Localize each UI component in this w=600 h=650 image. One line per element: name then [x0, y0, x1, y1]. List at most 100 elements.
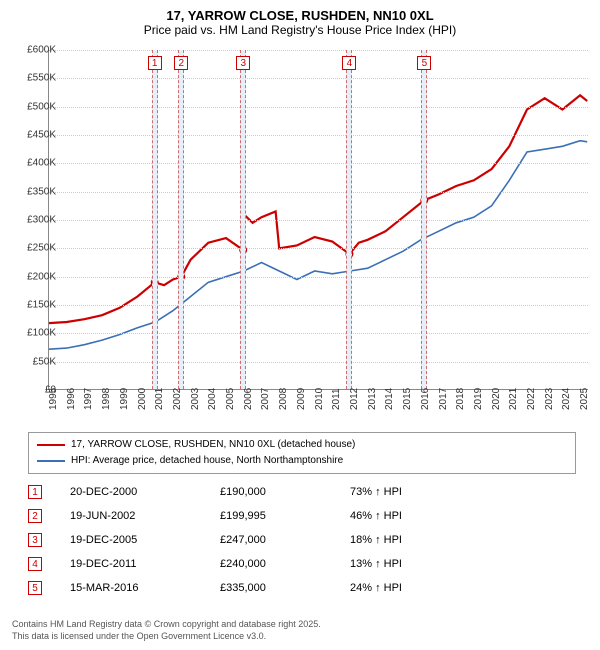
footer-line-1: Contains HM Land Registry data © Crown c…: [12, 618, 321, 630]
x-axis-tick-label: 1995: [48, 388, 59, 410]
x-axis-tick-label: 2020: [491, 388, 502, 410]
sales-table-row: 3 19-DEC-2005£247,00018% ↑ HPI: [28, 528, 576, 552]
sales-table: 1 20-DEC-2000£190,00073% ↑ HPI 2 19-JUN-200…: [28, 480, 576, 600]
sale-marker-number: 4: [342, 56, 356, 70]
sales-row-date: 19-JUN-2002: [70, 510, 220, 522]
series-line-hpi: [49, 141, 587, 350]
x-axis-tick-label: 2013: [367, 388, 378, 410]
gridline-h: [49, 163, 588, 164]
x-axis-tick-label: 1998: [101, 388, 112, 410]
y-axis-tick-label: £400K: [27, 158, 56, 169]
sale-marker-band: [178, 50, 184, 389]
sales-row-marker: 3: [28, 533, 42, 547]
x-axis-tick-label: 2022: [526, 388, 537, 410]
sales-table-row: 1 20-DEC-2000£190,00073% ↑ HPI: [28, 480, 576, 504]
sales-table-row: 515-MAR-2016£335,00024% ↑ HPI: [28, 576, 576, 600]
y-axis-tick-label: £600K: [27, 45, 56, 56]
footer-attribution: Contains HM Land Registry data © Crown c…: [12, 618, 321, 642]
x-axis-tick-label: 2015: [402, 388, 413, 410]
sales-row-date: 19-DEC-2011: [70, 558, 220, 570]
gridline-h: [49, 107, 588, 108]
x-axis-tick-label: 2010: [314, 388, 325, 410]
sales-row-price: £190,000: [220, 486, 350, 498]
x-axis-tick-label: 1997: [83, 388, 94, 410]
chart-plot-area: 12 3 4 5: [48, 50, 588, 390]
sale-marker-band: [421, 50, 427, 389]
sales-row-date: 20-DEC-2000: [70, 486, 220, 498]
x-axis-tick-label: 2014: [384, 388, 395, 410]
sales-row-price: £335,000: [220, 582, 350, 594]
sales-row-marker: 2: [28, 509, 42, 523]
x-axis-tick-label: 2005: [225, 388, 236, 410]
y-axis-tick-label: £50K: [33, 356, 56, 367]
y-axis-tick-label: £300K: [27, 215, 56, 226]
sales-row-date: 19-DEC-2005: [70, 534, 220, 546]
x-axis-tick-label: 2018: [455, 388, 466, 410]
legend-label: HPI: Average price, detached house, Nort…: [71, 453, 343, 469]
gridline-h: [49, 277, 588, 278]
chart-container: 17, YARROW CLOSE, RUSHDEN, NN10 0XL Pric…: [0, 0, 600, 650]
legend-label: 17, YARROW CLOSE, RUSHDEN, NN10 0XL (det…: [71, 437, 355, 453]
sale-marker-number: 5: [417, 56, 431, 70]
sale-marker-band: [240, 50, 246, 389]
x-axis-tick-label: 2001: [154, 388, 165, 410]
x-axis-tick-label: 2025: [579, 388, 590, 410]
x-axis-tick-label: 2021: [508, 388, 519, 410]
x-axis-tick-label: 2003: [190, 388, 201, 410]
x-axis-tick-label: 2007: [260, 388, 271, 410]
gridline-h: [49, 192, 588, 193]
gridline-h: [49, 362, 588, 363]
legend-row: 17, YARROW CLOSE, RUSHDEN, NN10 0XL (det…: [37, 437, 567, 453]
title-block: 17, YARROW CLOSE, RUSHDEN, NN10 0XL Pric…: [0, 0, 600, 37]
sale-marker-number: 3: [236, 56, 250, 70]
x-axis-tick-label: 2017: [438, 388, 449, 410]
y-axis-tick-label: £100K: [27, 328, 56, 339]
sale-marker-band: [346, 50, 352, 389]
sales-table-row: 419-DEC-2011£240,00013% ↑ HPI: [28, 552, 576, 576]
gridline-h: [49, 305, 588, 306]
x-axis-tick-label: 2011: [331, 388, 342, 410]
x-axis-tick-label: 2008: [278, 388, 289, 410]
x-axis-tick-label: 1996: [66, 388, 77, 410]
sales-row-diff: 24% ↑ HPI: [350, 582, 480, 594]
x-axis-tick-label: 2009: [296, 388, 307, 410]
gridline-h: [49, 78, 588, 79]
x-axis-tick-label: 2000: [137, 388, 148, 410]
sales-row-diff: 13% ↑ HPI: [350, 558, 480, 570]
y-axis-tick-label: £450K: [27, 130, 56, 141]
gridline-h: [49, 50, 588, 51]
gridline-h: [49, 220, 588, 221]
chart-title-address: 17, YARROW CLOSE, RUSHDEN, NN10 0XL: [0, 8, 600, 23]
sales-row-diff: 18% ↑ HPI: [350, 534, 480, 546]
sales-row-marker: 1: [28, 485, 42, 499]
legend-swatch: [37, 444, 65, 446]
x-axis-tick-label: 2002: [172, 388, 183, 410]
sales-row-diff: 46% ↑ HPI: [350, 510, 480, 522]
sale-marker-number: 2: [174, 56, 188, 70]
gridline-h: [49, 135, 588, 136]
series-line-price_paid: [49, 95, 587, 323]
y-axis-tick-label: £500K: [27, 101, 56, 112]
sales-row-price: £199,995: [220, 510, 350, 522]
gridline-h: [49, 333, 588, 334]
sales-row-price: £247,000: [220, 534, 350, 546]
x-axis-tick-label: 2016: [420, 388, 431, 410]
sales-row-price: £240,000: [220, 558, 350, 570]
chart-title-subtitle: Price paid vs. HM Land Registry's House …: [0, 23, 600, 37]
x-axis-tick-label: 2004: [207, 388, 218, 410]
y-axis-tick-label: £550K: [27, 73, 56, 84]
sale-marker-band: [152, 50, 158, 389]
x-axis-tick-label: 2023: [544, 388, 555, 410]
sale-marker-number: 1: [148, 56, 162, 70]
legend-box: 17, YARROW CLOSE, RUSHDEN, NN10 0XL (det…: [28, 432, 576, 474]
sales-table-row: 2 19-JUN-2002£199,99546% ↑ HPI: [28, 504, 576, 528]
x-axis-tick-label: 2019: [473, 388, 484, 410]
y-axis-tick-label: £200K: [27, 271, 56, 282]
legend-row: HPI: Average price, detached house, Nort…: [37, 453, 567, 469]
gridline-h: [49, 248, 588, 249]
y-axis-tick-label: £350K: [27, 186, 56, 197]
legend-swatch: [37, 460, 65, 462]
x-axis-tick-label: 2012: [349, 388, 360, 410]
x-axis-tick-label: 2006: [243, 388, 254, 410]
sales-row-diff: 73% ↑ HPI: [350, 486, 480, 498]
